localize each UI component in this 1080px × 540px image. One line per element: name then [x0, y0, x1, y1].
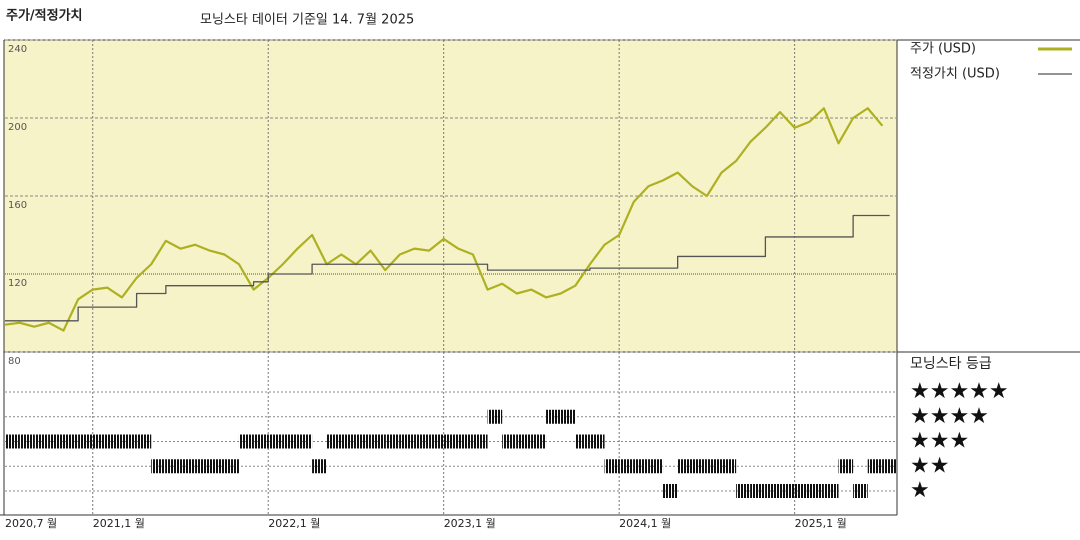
x-tick-label: 2025,1 월 [795, 517, 847, 530]
rating-bar [677, 459, 693, 474]
rating-bar [560, 409, 576, 424]
rating-bar [721, 459, 737, 474]
rating-level-label: ★★★★★ [910, 379, 1009, 404]
rating-bar [750, 484, 766, 498]
rating-bar [619, 459, 634, 474]
legend-label: 주가 (USD) [910, 42, 976, 57]
rating-bar [92, 434, 108, 449]
rating-bar [706, 459, 722, 474]
rating-bar [399, 434, 415, 449]
x-tick-label: 2024,1 월 [619, 517, 671, 530]
rating-bar [487, 409, 503, 424]
y-tick-label: 80 [8, 356, 21, 367]
rating-bar [443, 434, 459, 449]
x-tick-label: 2023,1 월 [444, 517, 496, 530]
rating-bar [458, 434, 473, 449]
rating-bar [809, 484, 824, 498]
rating-bar [370, 434, 386, 449]
legend-label: 적정가치 (USD) [910, 67, 1000, 82]
x-tick-label: 2021,1 월 [93, 517, 145, 530]
rating-bar [414, 434, 430, 449]
rating-bar [107, 434, 122, 449]
rating-level-label: ★ [910, 478, 930, 503]
rating-bar [604, 459, 620, 474]
y-tick-label: 160 [8, 200, 27, 211]
rating-bar [648, 459, 664, 474]
rating-bar [531, 434, 547, 449]
rating-bar [19, 434, 35, 449]
rating-bar [326, 434, 342, 449]
rating-bar [692, 459, 707, 474]
rating-bar [472, 434, 488, 449]
rating-bar [282, 434, 298, 449]
rating-bar [297, 434, 313, 449]
rating-bar [165, 459, 181, 474]
chart-subtitle: 모닝스타 데이터 기준일 14. 7월 2025 [200, 13, 414, 28]
y-tick-label: 120 [8, 278, 27, 289]
rating-bar [5, 434, 20, 449]
series-line [5, 214, 890, 322]
rating-bar [268, 434, 283, 449]
rating-bar [633, 459, 649, 474]
rating-bar [78, 434, 93, 449]
rating-bar [882, 459, 897, 474]
rating-bar [575, 434, 590, 449]
rating-bar [502, 434, 517, 449]
rating-level-label: ★★★★ [910, 404, 989, 429]
rating-bar [34, 434, 49, 449]
rating-bar [238, 434, 254, 449]
rating-bar [48, 434, 64, 449]
rating-bar [195, 459, 210, 474]
rating-bar [546, 409, 561, 424]
chart-title: 주가/적정가치 [6, 8, 83, 24]
rating-bar [224, 459, 239, 474]
rating-bar [312, 459, 327, 474]
rating-bar [838, 459, 854, 474]
rating-bar [385, 434, 400, 449]
rating-title: 모닝스타 등급 [910, 356, 992, 372]
rating-bar [209, 459, 225, 474]
y-tick-label: 200 [8, 122, 27, 133]
rating-bar [151, 459, 166, 474]
rating-bar [253, 434, 269, 449]
y-tick-label: 240 [8, 44, 27, 55]
x-tick-label: 2020,7 월 [5, 517, 57, 530]
rating-bar [589, 434, 605, 449]
rating-bar [121, 434, 137, 449]
rating-bar [780, 484, 795, 498]
rating-level-label: ★★ [910, 453, 949, 478]
rating-bar [63, 434, 79, 449]
rating-bar [180, 459, 196, 474]
rating-bar [355, 434, 371, 449]
rating-bar [794, 484, 810, 498]
rating-bar [516, 434, 532, 449]
rating-bar [341, 434, 356, 449]
rating-bar [736, 484, 751, 498]
rating-bar [765, 484, 781, 498]
rating-level-label: ★★★ [910, 429, 969, 454]
rating-bar [663, 484, 678, 498]
series-line [4, 107, 884, 332]
rating-bar [853, 484, 868, 498]
rating-bar [136, 434, 152, 449]
x-tick-label: 2022,1 월 [268, 517, 320, 530]
rating-bar [867, 459, 883, 474]
rating-bar [429, 434, 444, 449]
rating-bar [823, 484, 839, 498]
